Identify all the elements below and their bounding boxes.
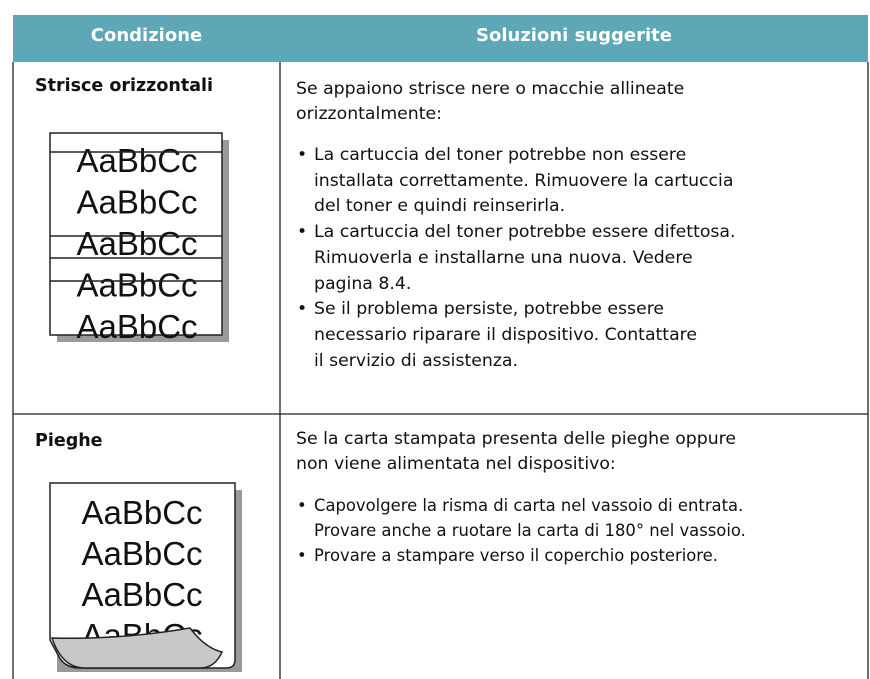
bullet-line: necessario riparare il dispositivo. Cont… xyxy=(314,324,698,345)
sample-text: AaBbCc xyxy=(81,535,202,572)
sample-text: AaBbCc xyxy=(81,494,202,531)
sample-text: AaBbCc xyxy=(76,225,197,262)
sample-text: AaBbCc xyxy=(76,142,197,179)
intro-line: orizzontalmente: xyxy=(296,103,442,124)
bullet-line: La cartuccia del toner potrebbe essere d… xyxy=(314,222,736,243)
bullet-line: del toner e quindi reinserirla. xyxy=(314,196,566,217)
intro-line: Se appaiono strisce nere o macchie allin… xyxy=(296,79,685,99)
bullet-line: pagina 8.4. xyxy=(314,273,412,294)
condition: Strisce orizzontali xyxy=(35,76,214,96)
intro-line: Se la carta stampata presenta delle pieg… xyxy=(296,429,737,449)
bullet-dot: • xyxy=(297,222,308,243)
bullet-line: Provare a stampare verso il coperchio po… xyxy=(314,546,718,565)
bullet-line: Se il problema persiste, potrebbe essere xyxy=(314,299,665,320)
bullet-line: La cartuccia del toner potrebbe non esse… xyxy=(314,145,687,165)
header-row xyxy=(13,15,868,62)
bullet-dot: • xyxy=(297,145,308,165)
header-cell: Soluzioni suggerite xyxy=(476,25,672,46)
header-cell: Condizione xyxy=(90,25,203,46)
bullet-line: Provare anche a ruotare la carta di 180°… xyxy=(314,521,746,540)
bullet-line: Capovolgere la risma di carta nel vassoi… xyxy=(314,496,744,515)
sample-text: AaBbCc xyxy=(76,308,197,345)
sample-text: AaBbCc xyxy=(76,267,197,304)
bullet-dot: • xyxy=(297,299,308,320)
sample-text: AaBbCc xyxy=(81,576,202,613)
sample-text: AaBbCc xyxy=(76,184,197,221)
bullet-dot: • xyxy=(297,496,307,515)
bullet-dot: • xyxy=(297,546,307,565)
bullet-line: il servizio di assistenza. xyxy=(314,350,518,371)
bullet-line: installata correttamente. Rimuovere la c… xyxy=(314,170,734,191)
bullet-line: Rimuoverla e installarne una nuova. Vede… xyxy=(314,247,693,268)
condition: Pieghe xyxy=(35,431,103,451)
intro-line: non viene alimentata nel dispositivo: xyxy=(296,453,616,474)
